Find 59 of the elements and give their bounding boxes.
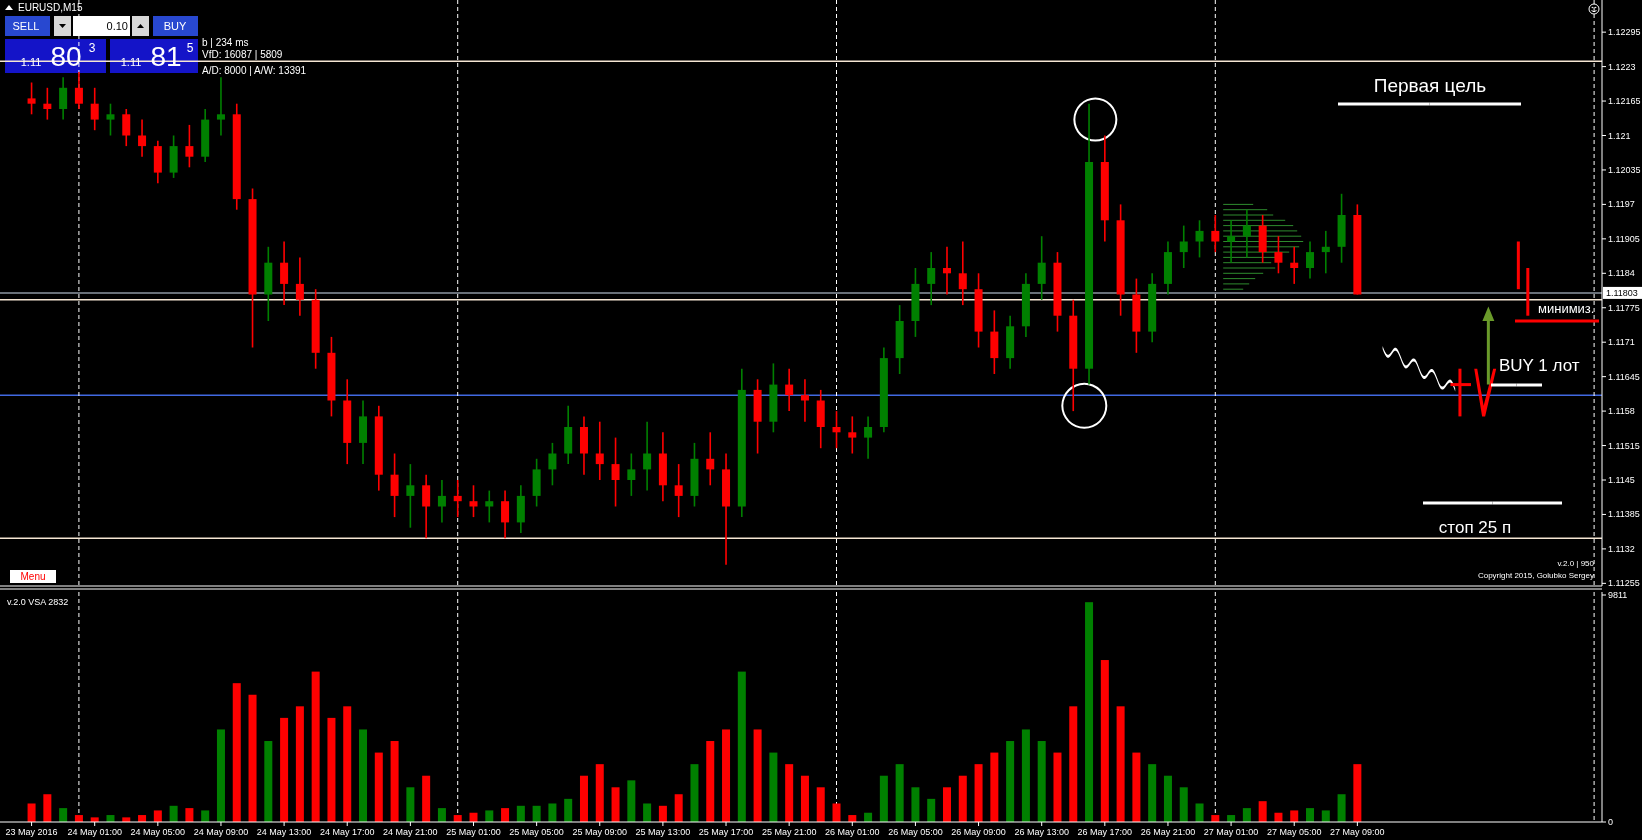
y-tick-label: 1.12165 [1608,96,1641,107]
annotation: 5 [186,41,194,55]
y-tick-label: 1.1184 [1608,268,1635,279]
annotation: 3 [88,41,96,55]
y-tick-label: 1.1171 [1608,337,1635,348]
x-tick-label: 26 May 21:00 [1140,827,1196,837]
y-tick-label: 1.12035 [1608,164,1641,175]
y-tick-label: 1.11905 [1608,233,1640,244]
annotation: BUY 1 лот [1499,356,1580,375]
annotation: 0.10 [106,20,128,32]
x-tick-label: 27 May 01:00 [1203,827,1259,837]
annotation: SELL [12,20,40,32]
chart-title: EURUSD,M15 [18,2,83,13]
annotation: минимиз. [1538,301,1595,316]
x-tick-label: 23 May 2016 [5,827,58,837]
annotation: b | 234 ms [202,37,249,48]
y-tick-label: 1.121 [1608,130,1631,141]
y-tick-label: 0 [1608,817,1614,827]
y-tick-label: 1.11385 [1608,509,1640,520]
y-tick-label: 1.11775 [1608,302,1640,313]
annotation: VfD: 16087 | 5809 [202,49,283,60]
x-tick-label: 25 May 21:00 [761,827,817,837]
x-tick-label: 24 May 21:00 [383,827,438,837]
annotation: BUY [163,20,187,32]
annotation: Menu [20,571,46,582]
x-tick-label: 25 May 17:00 [698,827,754,837]
y-tick-label: 1.1158 [1608,406,1635,417]
x-tick-label: 26 May 01:00 [825,827,880,837]
y-tick-label: 1.1145 [1608,475,1635,485]
x-tick-label: 26 May 05:00 [888,827,943,837]
y-tick-label: 1.11255 [1608,578,1640,589]
annotation: A/D: 8000 | A/W: 13391 [202,65,307,76]
x-tick-label: 27 May 05:00 [1266,827,1322,837]
ref-line-label: 1.11803 [1606,288,1638,299]
annotation: Первая цель [1373,75,1487,96]
x-tick-label: 25 May 01:00 [446,827,501,837]
x-tick-label: 25 May 13:00 [635,827,691,837]
x-tick-label: 26 May 09:00 [951,827,1006,837]
y-tick-label: 1.11645 [1608,371,1640,382]
x-tick-label: 26 May 17:00 [1077,827,1133,837]
y-tick-label: 1.1132 [1608,543,1635,554]
x-tick-label: 24 May 13:00 [256,827,312,837]
y-tick-label: 9811 [1608,590,1628,600]
x-tick-label: 24 May 09:00 [193,827,249,837]
annotation: v.2.0 | 950 [1557,559,1595,568]
y-tick-label: 1.11515 [1608,440,1640,451]
y-tick-label: 1.1197 [1608,199,1635,210]
x-tick-label: 25 May 09:00 [572,827,628,837]
annotation: Copyright 2015, Golubko Sergey [1477,571,1594,580]
x-tick-label: 27 May 09:00 [1330,827,1385,837]
y-tick-label: 1.12295 [1608,27,1641,38]
x-tick-label: 25 May 05:00 [509,827,564,837]
x-tick-label: 24 May 17:00 [319,827,375,837]
x-tick-label: 24 May 05:00 [130,827,186,837]
annotation: стоп 25 п [1438,518,1512,537]
x-tick-label: 26 May 13:00 [1014,827,1069,837]
chart-title: v.2.0 VSA 2832 [7,597,69,607]
y-tick-label: 1.1223 [1608,61,1636,72]
x-tick-label: 24 May 01:00 [67,827,122,837]
